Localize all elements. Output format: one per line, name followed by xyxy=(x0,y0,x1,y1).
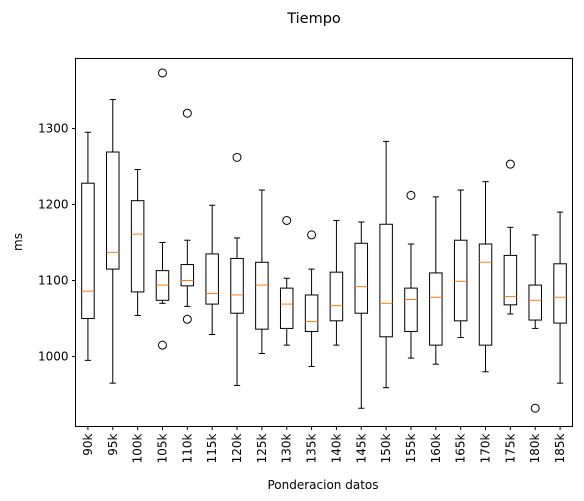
y-axis-label: ms xyxy=(11,233,25,251)
x-tick-label: 175k xyxy=(503,433,517,463)
flier-point xyxy=(505,159,515,169)
box-110k xyxy=(180,108,195,324)
box-180k xyxy=(528,234,542,413)
flier-point xyxy=(157,68,167,78)
x-tick-label: 100k xyxy=(131,433,145,463)
box-iqr xyxy=(503,254,518,306)
y-tick-label: 1200 xyxy=(38,197,69,211)
box-105k xyxy=(155,68,170,350)
x-tick-label: 160k xyxy=(429,433,443,463)
box-iqr xyxy=(81,182,95,320)
plot-area-frame xyxy=(75,58,573,427)
x-tick-label: 120k xyxy=(230,433,244,463)
box-155k xyxy=(404,190,418,359)
y-tick-label: 1000 xyxy=(38,350,69,364)
x-tick-label: 95k xyxy=(106,433,120,455)
y-tick-label: 1100 xyxy=(38,274,69,288)
box-iqr xyxy=(279,287,294,329)
flier-point xyxy=(182,108,192,118)
y-tick-label: 1300 xyxy=(38,121,69,135)
box-iqr xyxy=(205,253,219,305)
box-iqr xyxy=(255,261,269,330)
x-tick-label: 165k xyxy=(454,433,468,463)
box-iqr xyxy=(230,257,244,314)
box-iqr xyxy=(404,287,418,332)
x-tick-label: 170k xyxy=(479,433,493,463)
x-tick-label: 140k xyxy=(329,433,343,463)
x-tick-label: 135k xyxy=(305,433,319,463)
x-tick-label: 150k xyxy=(379,433,393,463)
box-iqr xyxy=(379,223,393,338)
box-100k xyxy=(130,169,145,316)
boxplot-series xyxy=(81,68,567,413)
box-iqr xyxy=(354,242,369,314)
x-tick-label: 185k xyxy=(553,433,567,463)
y-axis: 1000 1100 1200 1300 xyxy=(38,121,76,364)
box-iqr xyxy=(553,263,567,324)
x-axis: 90k 95k 100k 105k 110k 115k 120k 125k 130k 135k 14… xyxy=(81,426,567,463)
box-160k xyxy=(429,196,443,365)
box-95k xyxy=(106,99,120,384)
flier-point xyxy=(307,230,317,240)
box-iqr xyxy=(528,284,542,321)
x-tick-label: 180k xyxy=(528,433,542,463)
flier-point xyxy=(232,152,242,162)
box-90k xyxy=(81,131,95,361)
chart-title: Tiempo xyxy=(286,11,341,27)
x-tick-label: 155k xyxy=(404,433,418,463)
x-tick-label: 130k xyxy=(280,433,294,463)
box-150k xyxy=(379,140,393,389)
x-tick-label: 125k xyxy=(255,433,269,463)
box-125k xyxy=(255,189,269,355)
box-iqr xyxy=(180,264,195,287)
box-175k xyxy=(503,159,518,315)
x-tick-label: 105k xyxy=(155,433,169,463)
flier-point xyxy=(157,340,167,350)
box-iqr xyxy=(130,200,145,293)
x-axis-label: Ponderacion datos xyxy=(267,478,378,492)
flier-point xyxy=(406,190,416,200)
box-135k xyxy=(304,230,319,367)
box-iqr xyxy=(429,272,443,346)
flier-point xyxy=(530,403,540,413)
box-170k xyxy=(478,181,493,373)
x-tick-label: 145k xyxy=(354,433,368,463)
x-tick-label: 110k xyxy=(180,433,194,463)
box-iqr xyxy=(329,271,344,322)
box-iqr xyxy=(453,239,468,322)
box-115k xyxy=(205,204,219,335)
x-tick-label: 115k xyxy=(205,433,219,463)
flier-point xyxy=(182,314,192,324)
box-145k xyxy=(354,221,369,409)
box-165k xyxy=(453,189,468,339)
box-130k xyxy=(279,215,294,346)
box-iqr xyxy=(106,151,120,270)
box-185k xyxy=(553,211,567,384)
box-140k xyxy=(329,219,344,346)
box-120k xyxy=(230,152,244,386)
x-tick-label: 90k xyxy=(81,433,95,455)
flier-point xyxy=(282,215,292,225)
box-iqr xyxy=(478,243,493,346)
box-iqr xyxy=(304,294,319,332)
